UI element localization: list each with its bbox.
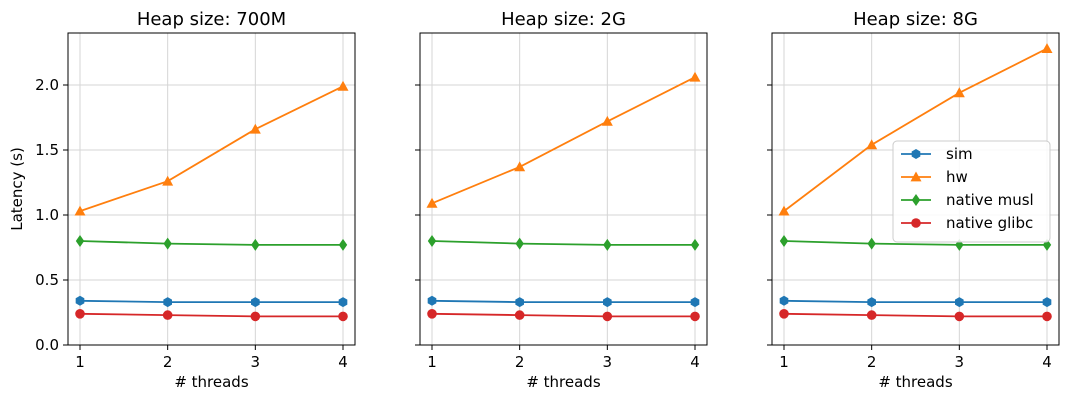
chart-title: Heap size: 700M [137, 9, 286, 30]
x-tick-label: 1 [779, 353, 789, 371]
data-point [866, 310, 877, 320]
data-point [866, 139, 878, 150]
data-point [515, 297, 524, 308]
data-point [515, 237, 524, 250]
data-point [251, 238, 260, 251]
data-point [690, 238, 700, 251]
chart-panel-1: 1 2 3 4 0.0 0.5 1.0 1.5 2.0 Heap size: 700M # thre… [35, 9, 356, 391]
data-point [427, 235, 437, 247]
data-point [601, 115, 613, 126]
legend-box [892, 140, 1051, 243]
legend-marker [911, 149, 921, 159]
data-point [955, 297, 964, 308]
axes-frame [419, 32, 708, 346]
data-point [251, 297, 260, 308]
data-point [163, 297, 172, 308]
x-tick-label: 4 [1042, 353, 1052, 371]
chart-title: Heap size: 2G [501, 9, 626, 30]
y-tick-label: 0.0 [35, 336, 59, 354]
data-point [778, 205, 790, 216]
data-point [162, 310, 173, 320]
x-axis-label: # threads [174, 373, 249, 391]
data-point [337, 80, 349, 91]
data-point [1042, 311, 1052, 322]
data-point [426, 197, 438, 208]
data-point [690, 297, 700, 308]
x-tick-label: 1 [75, 353, 85, 371]
data-point [1042, 297, 1052, 308]
data-point [338, 238, 348, 251]
series-line [79, 240, 343, 246]
series-line [431, 299, 695, 304]
data-point [954, 311, 965, 322]
legend-label: sim [946, 145, 973, 163]
data-point [163, 237, 172, 250]
legend-label: native musl [946, 191, 1034, 209]
series-line [783, 299, 1047, 304]
data-point [953, 87, 965, 98]
x-tick-label: 3 [251, 353, 261, 371]
data-point [779, 309, 789, 319]
axes-frame [67, 32, 356, 346]
data-point [689, 71, 701, 82]
legend-marker [911, 194, 921, 206]
data-point [602, 311, 613, 322]
chart-title: Heap size: 8G [853, 9, 978, 30]
x-tick-label: 4 [338, 353, 348, 371]
legend-label: native glibc [946, 214, 1033, 232]
data-point [867, 297, 876, 308]
x-axis-label: # threads [878, 373, 953, 391]
data-point [603, 238, 612, 251]
data-point [249, 123, 261, 134]
series-line [431, 312, 695, 318]
data-point [250, 311, 261, 322]
data-point [338, 311, 348, 322]
data-point [427, 295, 437, 306]
data-point [603, 297, 612, 308]
data-point [427, 309, 437, 319]
x-tick-label: 2 [867, 353, 877, 371]
data-point [1041, 43, 1053, 53]
series-line [79, 85, 344, 212]
data-point [514, 310, 525, 320]
y-tick-label: 0.5 [35, 271, 59, 289]
y-tick-label: 1.0 [35, 206, 59, 224]
series-line [431, 240, 695, 246]
chart-panel-2: 1 2 3 4 Heap size: 2G # threads [415, 9, 708, 391]
x-tick-label: 4 [690, 353, 700, 371]
series-line [431, 76, 696, 205]
data-point [779, 235, 789, 247]
data-point [514, 161, 526, 172]
x-tick-label: 1 [427, 353, 437, 371]
data-point [74, 205, 86, 216]
data-point [162, 175, 174, 186]
data-point [75, 295, 85, 306]
legend-marker [911, 218, 921, 228]
legend-marker [910, 171, 922, 182]
series-line [783, 312, 1047, 318]
x-tick-label: 2 [515, 353, 525, 371]
data-point [690, 311, 700, 322]
data-point [338, 297, 348, 308]
legend-label: hw [946, 168, 968, 186]
series-line [79, 299, 343, 304]
series-line [79, 312, 343, 318]
x-tick-label: 3 [955, 353, 965, 371]
data-point [75, 309, 85, 319]
x-tick-label: 3 [603, 353, 613, 371]
axes-frame [771, 32, 1060, 346]
series-line [783, 47, 1048, 212]
series-line [783, 240, 1047, 246]
data-point [779, 295, 789, 306]
x-tick-label: 2 [163, 353, 173, 371]
data-point [867, 237, 876, 250]
data-point [75, 235, 85, 247]
x-axis-label: # threads [526, 373, 601, 391]
y-tick-label: 2.0 [35, 76, 59, 94]
y-axis-label: Latency (s) [8, 147, 26, 231]
legend: sim hw native musl native glibc [892, 140, 1051, 243]
y-tick-label: 1.5 [35, 141, 59, 159]
